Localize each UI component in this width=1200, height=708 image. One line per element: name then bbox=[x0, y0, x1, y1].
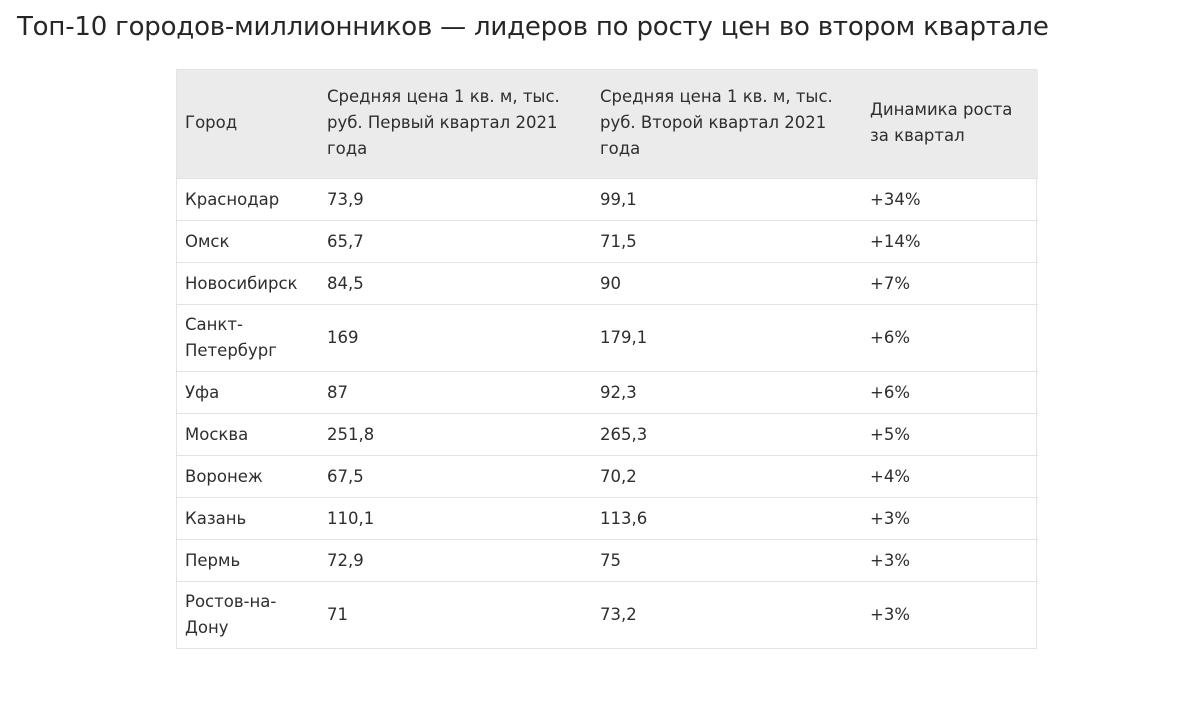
table-row: Новосибирск 84,5 90 +7% bbox=[177, 262, 1038, 305]
price-q1-cell: 73,9 bbox=[319, 178, 592, 221]
header-row: Город Средняя цена 1 кв. м, тыс. руб. Пе… bbox=[177, 70, 1038, 179]
growth-cell: +5% bbox=[862, 413, 1038, 456]
growth-cell: +34% bbox=[862, 178, 1038, 221]
table-body: Краснодар 73,9 99,1 +34% Омск 65,7 71,5 … bbox=[177, 178, 1038, 648]
price-q1-cell: 87 bbox=[319, 371, 592, 414]
price-q2-cell: 90 bbox=[592, 262, 862, 305]
growth-cell: +14% bbox=[862, 220, 1038, 263]
price-q2-cell: 179,1 bbox=[592, 304, 862, 372]
growth-cell: +3% bbox=[862, 497, 1038, 540]
growth-cell: +6% bbox=[862, 371, 1038, 414]
city-cell: Казань bbox=[177, 497, 319, 540]
city-cell: Москва bbox=[177, 413, 319, 456]
price-table: Город Средняя цена 1 кв. м, тыс. руб. Пе… bbox=[177, 70, 1038, 648]
table-row: Пермь 72,9 75 +3% bbox=[177, 539, 1038, 582]
price-q1-cell: 71 bbox=[319, 581, 592, 648]
city-cell: Уфа bbox=[177, 371, 319, 414]
price-q2-cell: 70,2 bbox=[592, 455, 862, 498]
city-cell: Воронеж bbox=[177, 455, 319, 498]
table-row: Уфа 87 92,3 +6% bbox=[177, 371, 1038, 414]
page-title: Топ-10 городов-миллионников — лидеров по… bbox=[17, 12, 1049, 42]
city-cell: Пермь bbox=[177, 539, 319, 582]
price-q1-cell: 67,5 bbox=[319, 455, 592, 498]
header-growth: Динамика роста за квартал bbox=[862, 70, 1038, 179]
table-row: Москва 251,8 265,3 +5% bbox=[177, 413, 1038, 456]
city-cell: Краснодар bbox=[177, 178, 319, 221]
city-cell: Санкт-Петербург bbox=[177, 304, 319, 372]
header-city: Город bbox=[177, 70, 319, 179]
table-row: Омск 65,7 71,5 +14% bbox=[177, 220, 1038, 263]
table-row: Ростов-на-Дону 71 73,2 +3% bbox=[177, 581, 1038, 648]
price-q2-cell: 75 bbox=[592, 539, 862, 582]
growth-cell: +3% bbox=[862, 539, 1038, 582]
growth-cell: +3% bbox=[862, 581, 1038, 648]
table-row: Санкт-Петербург 169 179,1 +6% bbox=[177, 304, 1038, 372]
growth-cell: +7% bbox=[862, 262, 1038, 305]
price-q1-cell: 72,9 bbox=[319, 539, 592, 582]
table-row: Краснодар 73,9 99,1 +34% bbox=[177, 178, 1038, 221]
price-q1-cell: 251,8 bbox=[319, 413, 592, 456]
price-table-container: Город Средняя цена 1 кв. м, тыс. руб. Пе… bbox=[176, 69, 1038, 649]
price-q2-cell: 113,6 bbox=[592, 497, 862, 540]
price-q1-cell: 84,5 bbox=[319, 262, 592, 305]
price-q2-cell: 92,3 bbox=[592, 371, 862, 414]
price-q2-cell: 265,3 bbox=[592, 413, 862, 456]
growth-cell: +4% bbox=[862, 455, 1038, 498]
price-q2-cell: 99,1 bbox=[592, 178, 862, 221]
city-cell: Омск bbox=[177, 220, 319, 263]
city-cell: Ростов-на-Дону bbox=[177, 581, 319, 648]
table-header: Город Средняя цена 1 кв. м, тыс. руб. Пе… bbox=[177, 70, 1038, 179]
price-q2-cell: 71,5 bbox=[592, 220, 862, 263]
table-row: Казань 110,1 113,6 +3% bbox=[177, 497, 1038, 540]
header-price-q1: Средняя цена 1 кв. м, тыс. руб. Первый к… bbox=[319, 70, 592, 179]
growth-cell: +6% bbox=[862, 304, 1038, 372]
city-cell: Новосибирск bbox=[177, 262, 319, 305]
price-q1-cell: 169 bbox=[319, 304, 592, 372]
table-row: Воронеж 67,5 70,2 +4% bbox=[177, 455, 1038, 498]
header-price-q2: Средняя цена 1 кв. м, тыс. руб. Второй к… bbox=[592, 70, 862, 179]
price-q1-cell: 110,1 bbox=[319, 497, 592, 540]
price-q2-cell: 73,2 bbox=[592, 581, 862, 648]
price-q1-cell: 65,7 bbox=[319, 220, 592, 263]
